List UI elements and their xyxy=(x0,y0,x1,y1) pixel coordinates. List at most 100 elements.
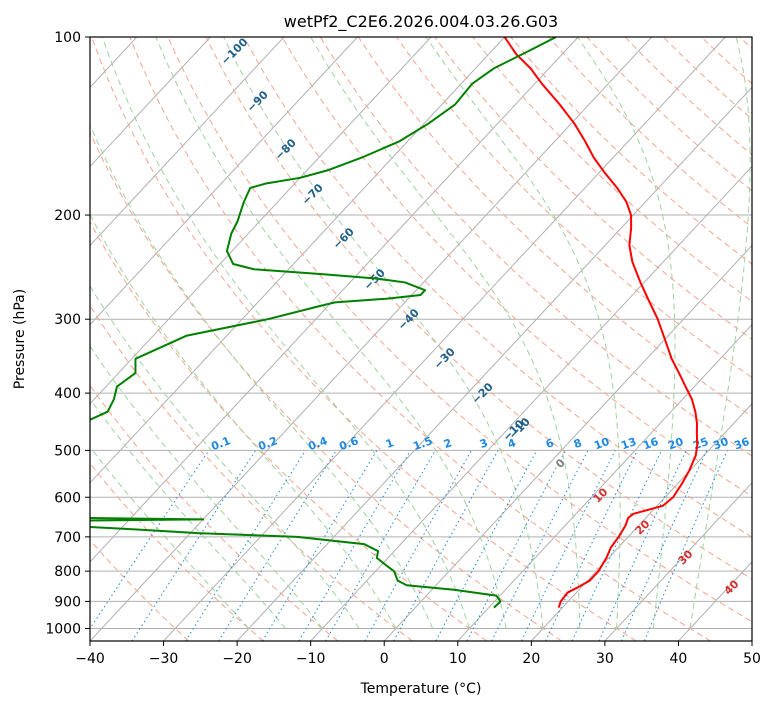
mixing-ratio-label: 0.2 xyxy=(256,434,279,453)
x-tick-label: −40 xyxy=(75,651,105,667)
moist-adiabat-line xyxy=(689,37,751,629)
moist-adiabat-line xyxy=(425,37,621,629)
isotherm-line xyxy=(383,244,752,641)
dry-adiabat-line xyxy=(167,37,752,623)
mixing-ratio-line xyxy=(90,450,210,630)
dry-adiabat-line xyxy=(472,37,752,303)
mixing-ratio-line xyxy=(131,450,257,641)
isotherm-line xyxy=(90,37,285,247)
mixing-ratio-line xyxy=(643,450,728,641)
x-tick-label: −10 xyxy=(296,651,326,667)
dry-adiabat-line xyxy=(739,37,752,50)
moist-adiabat-label: −80 xyxy=(272,136,299,163)
dry-adiabat-line xyxy=(243,37,752,538)
isotherm-line xyxy=(163,37,726,641)
mixing-ratio-label: 6 xyxy=(544,436,556,451)
dewpoint-profile-line xyxy=(90,37,557,609)
mixing-ratio-line xyxy=(393,450,499,641)
y-tick-label: 600 xyxy=(54,490,81,506)
mixing-ratio-label: 25 xyxy=(691,435,710,452)
mixing-ratio-line xyxy=(185,450,306,641)
mixing-ratio-line xyxy=(571,450,663,641)
mixing-ratio-label: 2 xyxy=(442,436,454,451)
mixing-ratio-line xyxy=(545,450,638,641)
dry-adiabat-line xyxy=(434,37,752,340)
line-label-layer: 0.1 0.2 0.4 0.6 1 1.5 2 3 4 6 8 10 13 16 20 25 30 36−100−… xyxy=(209,35,751,597)
mixing-ratio-label: 16 xyxy=(641,435,660,453)
moist-adiabat-line xyxy=(90,398,286,629)
isotherm-line xyxy=(90,37,432,405)
mixing-ratio-label: 8 xyxy=(572,436,584,451)
y-axis-label: Pressure (hPa) xyxy=(12,289,28,389)
mixing-ratio-line xyxy=(491,450,589,641)
isotherm-line xyxy=(751,640,752,641)
y-tick-label: 500 xyxy=(54,443,81,459)
isotherm-line xyxy=(90,37,211,168)
plot-frame xyxy=(89,36,753,642)
chart-title: wetPf2_C2E6.2026.004.03.26.G03 xyxy=(284,12,558,32)
mixing-ratio-line xyxy=(435,450,538,641)
mixing-ratio-label: 4 xyxy=(506,436,518,451)
mixing-ratio-line xyxy=(364,450,472,641)
mixing-ratio-label: 0.6 xyxy=(337,434,360,453)
isotherm-line xyxy=(310,165,752,641)
moist-adiabat-label: −100 xyxy=(219,35,251,67)
moist-adiabat-line xyxy=(90,123,434,629)
dry-adiabat-label: 30 xyxy=(676,547,696,567)
moist-adiabat-label: −70 xyxy=(299,181,326,208)
axis-layer: −40 −30 −20 −10 0 10 20 30 40 5010020030040050060… xyxy=(45,30,761,667)
x-tick-label: 0 xyxy=(380,651,389,667)
isotherm-line xyxy=(457,323,752,641)
y-tick-label: 1000 xyxy=(45,621,81,637)
sounding-layer xyxy=(90,37,699,609)
mixing-ratio-label: 36 xyxy=(732,435,751,453)
dry-adiabat-line xyxy=(548,37,752,228)
dry-adiabat-line xyxy=(90,539,189,641)
isotherm-line xyxy=(678,561,752,641)
mixing-ratio-label: 10 xyxy=(592,435,611,453)
dry-adiabat-line xyxy=(319,37,752,457)
isotherm-line xyxy=(90,37,653,641)
dry-adiabat-line xyxy=(396,37,752,379)
moist-adiabat-line xyxy=(90,285,360,629)
moist-adiabat-line xyxy=(576,37,676,629)
moist-adiabat-line xyxy=(90,213,397,629)
mixing-ratio-line xyxy=(521,450,616,641)
y-tick-label: 700 xyxy=(54,530,81,546)
dry-adiabat-line xyxy=(90,221,488,641)
x-tick-label: 40 xyxy=(670,651,688,667)
x-axis-label: Temperature (°C) xyxy=(360,681,482,697)
x-tick-label: 50 xyxy=(743,651,761,667)
mixing-ratio-line xyxy=(262,450,378,641)
mixing-ratio-line xyxy=(298,450,412,641)
grid-layer xyxy=(0,37,752,641)
y-tick-label: 200 xyxy=(54,208,81,224)
isotherm-line xyxy=(604,482,752,641)
x-tick-label: −20 xyxy=(222,651,252,667)
y-tick-label: 400 xyxy=(54,386,81,402)
mixing-ratio-label: 0.1 xyxy=(209,434,232,453)
isotherm-line xyxy=(236,86,752,641)
mixing-ratio-line xyxy=(218,450,337,641)
mixing-ratio-label: 1 xyxy=(384,436,396,451)
moist-adiabat-line xyxy=(310,37,581,629)
moist-adiabat-line xyxy=(101,37,470,629)
mixing-ratio-label: 20 xyxy=(666,435,685,453)
mixing-ratio-label: 0.4 xyxy=(306,434,329,453)
dry-adiabat-line xyxy=(90,384,339,641)
moist-adiabat-line xyxy=(90,446,250,629)
dry-adiabat-label: 40 xyxy=(722,577,742,597)
mixing-ratio-label: 1.5 xyxy=(411,434,434,453)
mixing-ratio-label: 30 xyxy=(711,435,730,453)
dry-adiabat-line xyxy=(205,37,752,580)
x-tick-label: −30 xyxy=(149,651,179,667)
isotherm-line xyxy=(0,37,63,641)
dry-adiabat-label: 20 xyxy=(633,517,653,537)
mixing-ratio-label: 13 xyxy=(619,435,638,452)
mixing-ratio-line xyxy=(466,450,566,641)
moist-adiabat-label: −90 xyxy=(244,88,271,115)
x-tick-label: 30 xyxy=(596,651,614,667)
isotherm-line xyxy=(530,402,752,641)
x-tick-label: 10 xyxy=(449,651,467,667)
